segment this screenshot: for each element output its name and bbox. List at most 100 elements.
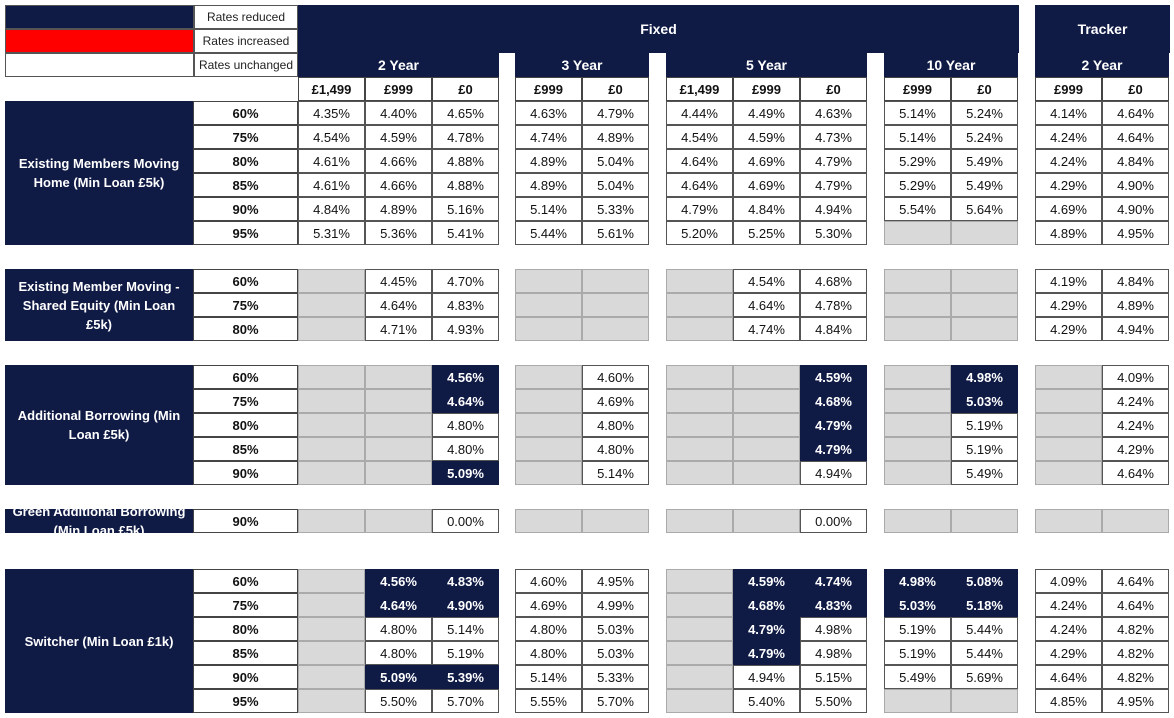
rate-cell: 4.61%	[298, 149, 365, 173]
rate-cell: 5.20%	[666, 221, 733, 245]
rate-cell-empty	[582, 269, 649, 293]
ltv-label: 75%	[193, 125, 298, 149]
fee-header: £0	[800, 77, 867, 101]
rate-cell: 4.19%	[1035, 269, 1102, 293]
rate-cell-empty	[582, 509, 649, 533]
rate-cell: 4.49%	[733, 101, 800, 125]
rate-cell: 4.45%	[365, 269, 432, 293]
ltv-label: 75%	[193, 389, 298, 413]
rate-cell: 4.80%	[582, 437, 649, 461]
rate-cell-empty	[1102, 509, 1169, 533]
rate-cell: 5.24%	[951, 125, 1018, 149]
fee-header: £0	[582, 77, 649, 101]
rate-cell: 4.90%	[1102, 197, 1169, 221]
rate-cell: 5.25%	[733, 221, 800, 245]
rate-cell: 5.49%	[951, 149, 1018, 173]
rate-cell: 4.56%	[432, 365, 499, 389]
rate-cell: 4.29%	[1035, 317, 1102, 341]
rate-cell: 4.64%	[666, 173, 733, 197]
fee-header: £999	[365, 77, 432, 101]
rate-cell: 4.54%	[298, 125, 365, 149]
term-header: 2 Year	[298, 53, 499, 77]
ltv-label: 90%	[193, 197, 298, 221]
rate-cell: 4.84%	[733, 197, 800, 221]
rate-cell-empty	[515, 389, 582, 413]
rate-cell: 4.64%	[666, 149, 733, 173]
rate-cell: 5.49%	[951, 173, 1018, 197]
rate-cell: 4.80%	[432, 437, 499, 461]
header-fixed: Fixed	[298, 5, 1019, 53]
rate-cell: 5.14%	[582, 461, 649, 485]
rate-cell: 4.84%	[1102, 269, 1169, 293]
rate-cell-empty	[515, 509, 582, 533]
rate-cell-empty	[884, 317, 951, 341]
rate-cell: 4.84%	[800, 317, 867, 341]
rate-cell-empty	[666, 461, 733, 485]
term-header: 10 Year	[884, 53, 1018, 77]
rate-cell: 4.80%	[515, 617, 582, 641]
rate-cell: 4.79%	[800, 413, 867, 437]
rate-cell: 4.83%	[432, 293, 499, 317]
rate-cell: 4.63%	[515, 101, 582, 125]
rate-cell: 4.63%	[800, 101, 867, 125]
rate-cell: 5.64%	[951, 197, 1018, 221]
rate-cell: 4.54%	[666, 125, 733, 149]
rate-cell: 4.79%	[800, 437, 867, 461]
ltv-label: 75%	[193, 293, 298, 317]
rate-cell: 4.64%	[1102, 461, 1169, 485]
rate-cell: 5.50%	[800, 689, 867, 713]
rate-cell: 5.33%	[582, 665, 649, 689]
rate-cell-empty	[298, 269, 365, 293]
rate-cell: 5.44%	[951, 617, 1018, 641]
rate-cell: 5.24%	[951, 101, 1018, 125]
rate-cell: 4.68%	[733, 593, 800, 617]
rate-cell: 4.24%	[1035, 149, 1102, 173]
rate-cell: 5.70%	[582, 689, 649, 713]
rate-cell: 4.64%	[1102, 569, 1169, 593]
rate-cell: 4.98%	[800, 617, 867, 641]
legend-label-reduced: Rates reduced	[194, 5, 298, 29]
rate-cell-empty	[365, 461, 432, 485]
rate-cell: 4.59%	[733, 125, 800, 149]
rate-cell: 4.82%	[1102, 617, 1169, 641]
rate-cell: 5.19%	[951, 437, 1018, 461]
rate-cell: 4.80%	[365, 641, 432, 665]
rate-cell-empty	[733, 389, 800, 413]
rate-cell: 5.36%	[365, 221, 432, 245]
rate-cell-empty	[365, 437, 432, 461]
rate-cell: 4.84%	[298, 197, 365, 221]
rate-cell-empty	[298, 293, 365, 317]
rate-cell-empty	[733, 509, 800, 533]
rate-cell: 4.69%	[1035, 197, 1102, 221]
rate-cell: 4.14%	[1035, 101, 1102, 125]
rate-cell: 5.15%	[800, 665, 867, 689]
rate-cell: 4.99%	[582, 593, 649, 617]
rate-cell: 4.29%	[1035, 641, 1102, 665]
rate-cell-empty	[884, 365, 951, 389]
rate-cell-empty	[951, 269, 1018, 293]
rate-cell: 4.89%	[515, 149, 582, 173]
rate-cell-empty	[298, 617, 365, 641]
legend-label-unchanged: Rates unchanged	[194, 53, 298, 77]
rate-cell: 4.89%	[1102, 293, 1169, 317]
rate-cell: 4.89%	[365, 197, 432, 221]
rate-cell: 4.64%	[365, 293, 432, 317]
rate-cell: 4.68%	[800, 389, 867, 413]
rate-cell: 4.65%	[432, 101, 499, 125]
rate-cell: 4.82%	[1102, 665, 1169, 689]
rate-cell: 4.80%	[365, 617, 432, 641]
rate-cell: 4.89%	[1035, 221, 1102, 245]
rate-cell: 4.56%	[365, 569, 432, 593]
rate-cell-empty	[884, 413, 951, 437]
rate-cell: 4.24%	[1035, 617, 1102, 641]
rate-cell: 5.14%	[884, 125, 951, 149]
rate-cell-empty	[1035, 437, 1102, 461]
rate-cell: 5.19%	[884, 617, 951, 641]
term-header: 3 Year	[515, 53, 649, 77]
legend-swatch-reduced	[5, 5, 194, 29]
fee-header: £0	[1102, 77, 1169, 101]
ltv-label: 90%	[193, 509, 298, 533]
fee-header: £999	[1035, 77, 1102, 101]
rate-cell: 4.80%	[515, 641, 582, 665]
rate-cell: 4.79%	[733, 641, 800, 665]
